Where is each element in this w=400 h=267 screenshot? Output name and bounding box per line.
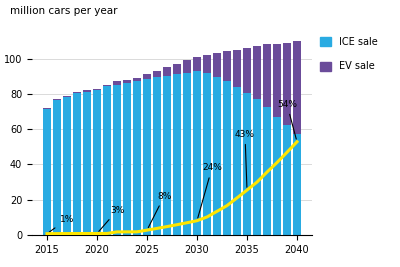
Bar	[244, 48, 251, 93]
Bar	[254, 99, 261, 235]
Bar	[104, 87, 111, 235]
Bar	[174, 64, 181, 74]
Bar	[134, 81, 141, 235]
Bar	[84, 92, 91, 235]
Bar	[244, 93, 251, 235]
Bar	[204, 55, 211, 73]
Bar	[194, 57, 201, 71]
Bar	[194, 71, 201, 235]
Bar	[164, 67, 171, 76]
Bar	[184, 60, 191, 73]
Bar	[104, 85, 111, 87]
Bar	[144, 74, 151, 79]
Bar	[124, 83, 131, 235]
Bar	[154, 77, 161, 235]
Bar	[74, 92, 81, 93]
Bar	[114, 81, 121, 85]
Text: 1%: 1%	[49, 215, 74, 232]
Text: 8%: 8%	[148, 192, 171, 228]
Bar	[94, 88, 101, 90]
Bar	[164, 76, 171, 235]
Bar	[144, 79, 151, 235]
Legend: ICE sale, EV sale: ICE sale, EV sale	[320, 37, 378, 72]
Bar	[44, 109, 51, 235]
Bar	[84, 90, 91, 92]
Bar	[204, 73, 211, 235]
Bar	[254, 46, 261, 99]
Text: 43%: 43%	[235, 130, 255, 187]
Bar	[294, 134, 301, 235]
Bar	[234, 87, 241, 235]
Bar	[64, 97, 71, 235]
Bar	[294, 41, 301, 134]
Bar	[74, 93, 81, 235]
Bar	[154, 71, 161, 77]
Bar	[44, 108, 51, 109]
Bar	[264, 44, 271, 107]
Text: million cars per year: million cars per year	[10, 6, 117, 16]
Text: 24%: 24%	[198, 163, 222, 218]
Bar	[284, 125, 291, 235]
Bar	[54, 100, 61, 235]
Bar	[174, 74, 181, 235]
Bar	[134, 78, 141, 81]
Bar	[284, 43, 291, 125]
Bar	[114, 85, 121, 235]
Bar	[124, 80, 131, 83]
Bar	[214, 53, 221, 77]
Text: 3%: 3%	[99, 206, 124, 231]
Bar	[64, 96, 71, 97]
Bar	[184, 73, 191, 235]
Bar	[274, 117, 281, 235]
Bar	[214, 77, 221, 235]
Bar	[234, 50, 241, 87]
Bar	[94, 90, 101, 235]
Bar	[224, 52, 231, 81]
Bar	[274, 44, 281, 117]
Bar	[264, 107, 271, 235]
Text: 54%: 54%	[277, 100, 297, 139]
Bar	[54, 99, 61, 100]
Bar	[224, 81, 231, 235]
